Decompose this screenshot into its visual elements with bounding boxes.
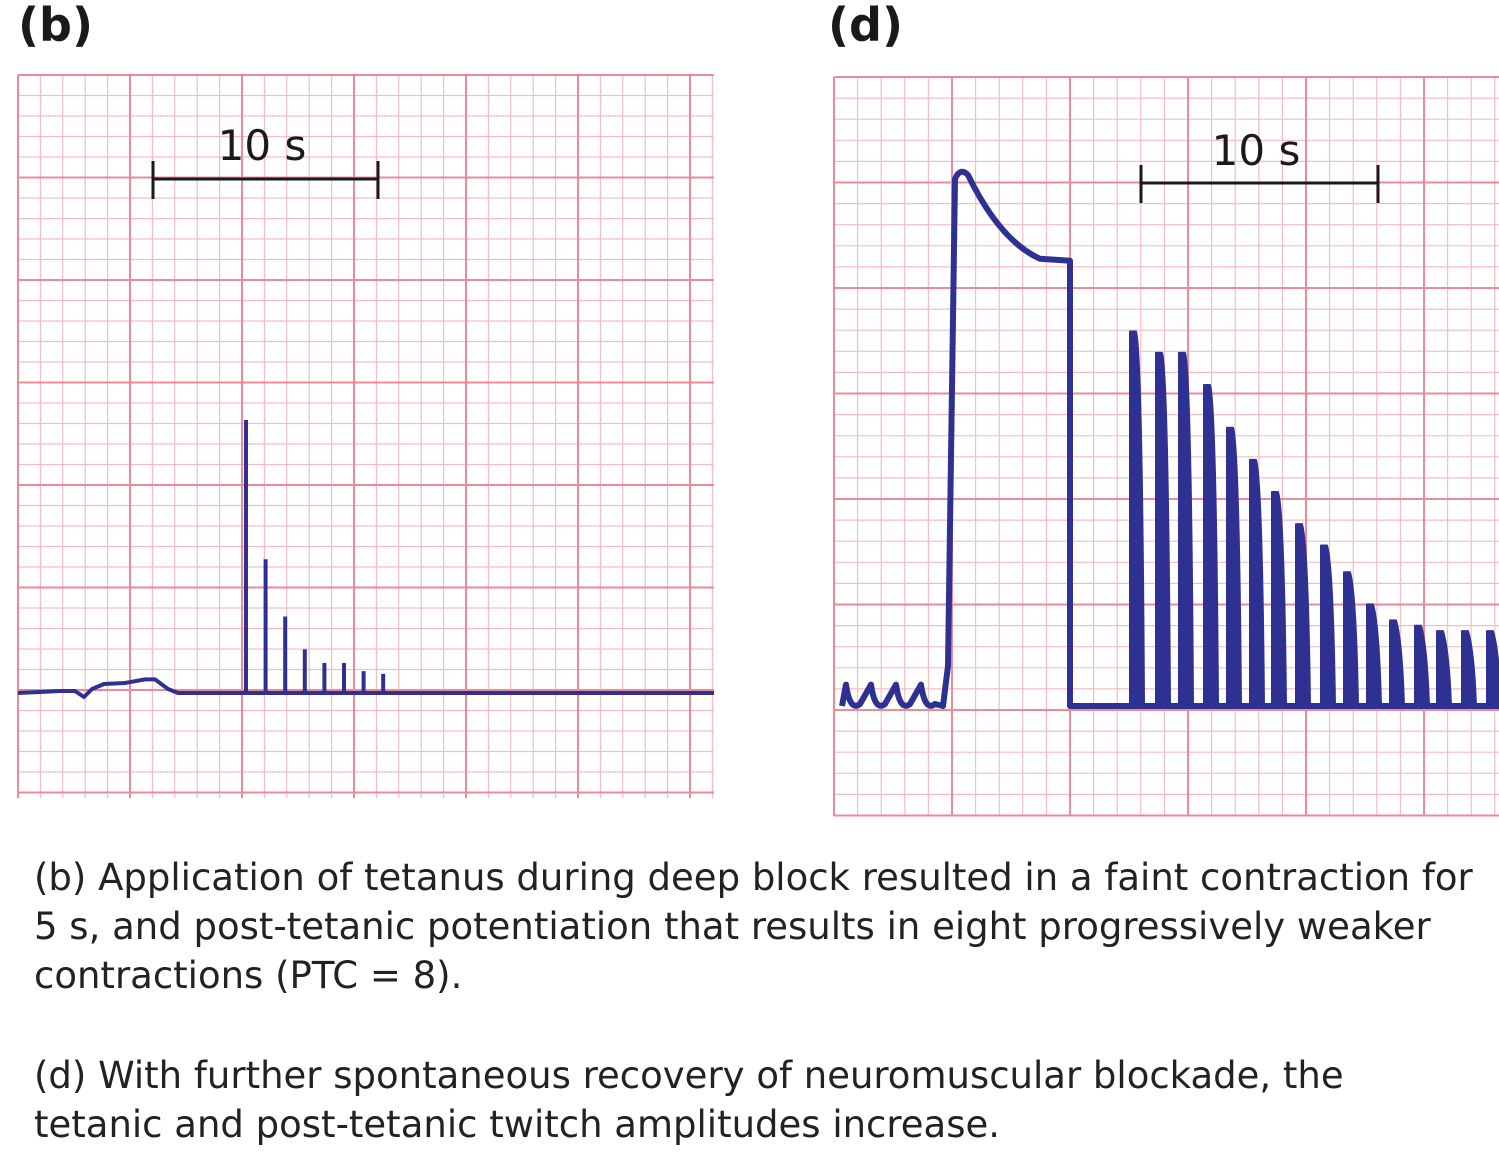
post-tetanic-twitch-5 [1226,426,1242,707]
tetanus-baseline-trace [17,677,714,699]
post-tetanic-twitch-10 [1343,571,1359,707]
tetanic-contraction-trace [839,168,1499,709]
post-tetanic-twitch-14 [1436,630,1452,707]
chart-d-scale-label: 10 s [1212,126,1301,175]
panel-label-b: (b) [18,0,93,52]
post-tetanic-twitch-8 [1295,523,1311,707]
caption-b: (b) Application of tetanus during deep b… [34,856,1473,997]
post-tetanic-twitch-16 [1486,630,1499,707]
chart-b-scale-label: 10 s [218,121,307,170]
post-tetanic-twitch-13 [1414,624,1430,707]
post-tetanic-twitch-9 [1320,544,1336,707]
post-tetanic-twitch-4 [1203,384,1219,707]
post-tetanic-twitch-6 [1249,458,1265,707]
chart-b-recording: 10 s [17,74,714,798]
chart-d-recording: 10 s [833,76,1499,817]
post-tetanic-twitch-7 [1271,491,1287,707]
post-tetanic-twitch-1 [1129,330,1145,707]
caption-d: (d) With further spontaneous recovery of… [34,1054,1344,1146]
chart-d-trace [839,168,1499,709]
panel-label-d: (d) [828,0,903,52]
post-tetanic-twitch-15 [1461,630,1477,707]
chart-b-grid [17,74,714,798]
chart-b-trace [17,420,714,699]
chart-d-scale-bar: 10 s [1139,126,1380,203]
chart-b-scale-bar: 10 s [151,121,380,199]
post-tetanic-twitch-2 [1155,351,1171,707]
post-tetanic-twitch-12 [1389,619,1405,707]
post-tetanic-twitch-11 [1366,603,1382,707]
post-tetanic-twitch-3 [1178,351,1194,707]
